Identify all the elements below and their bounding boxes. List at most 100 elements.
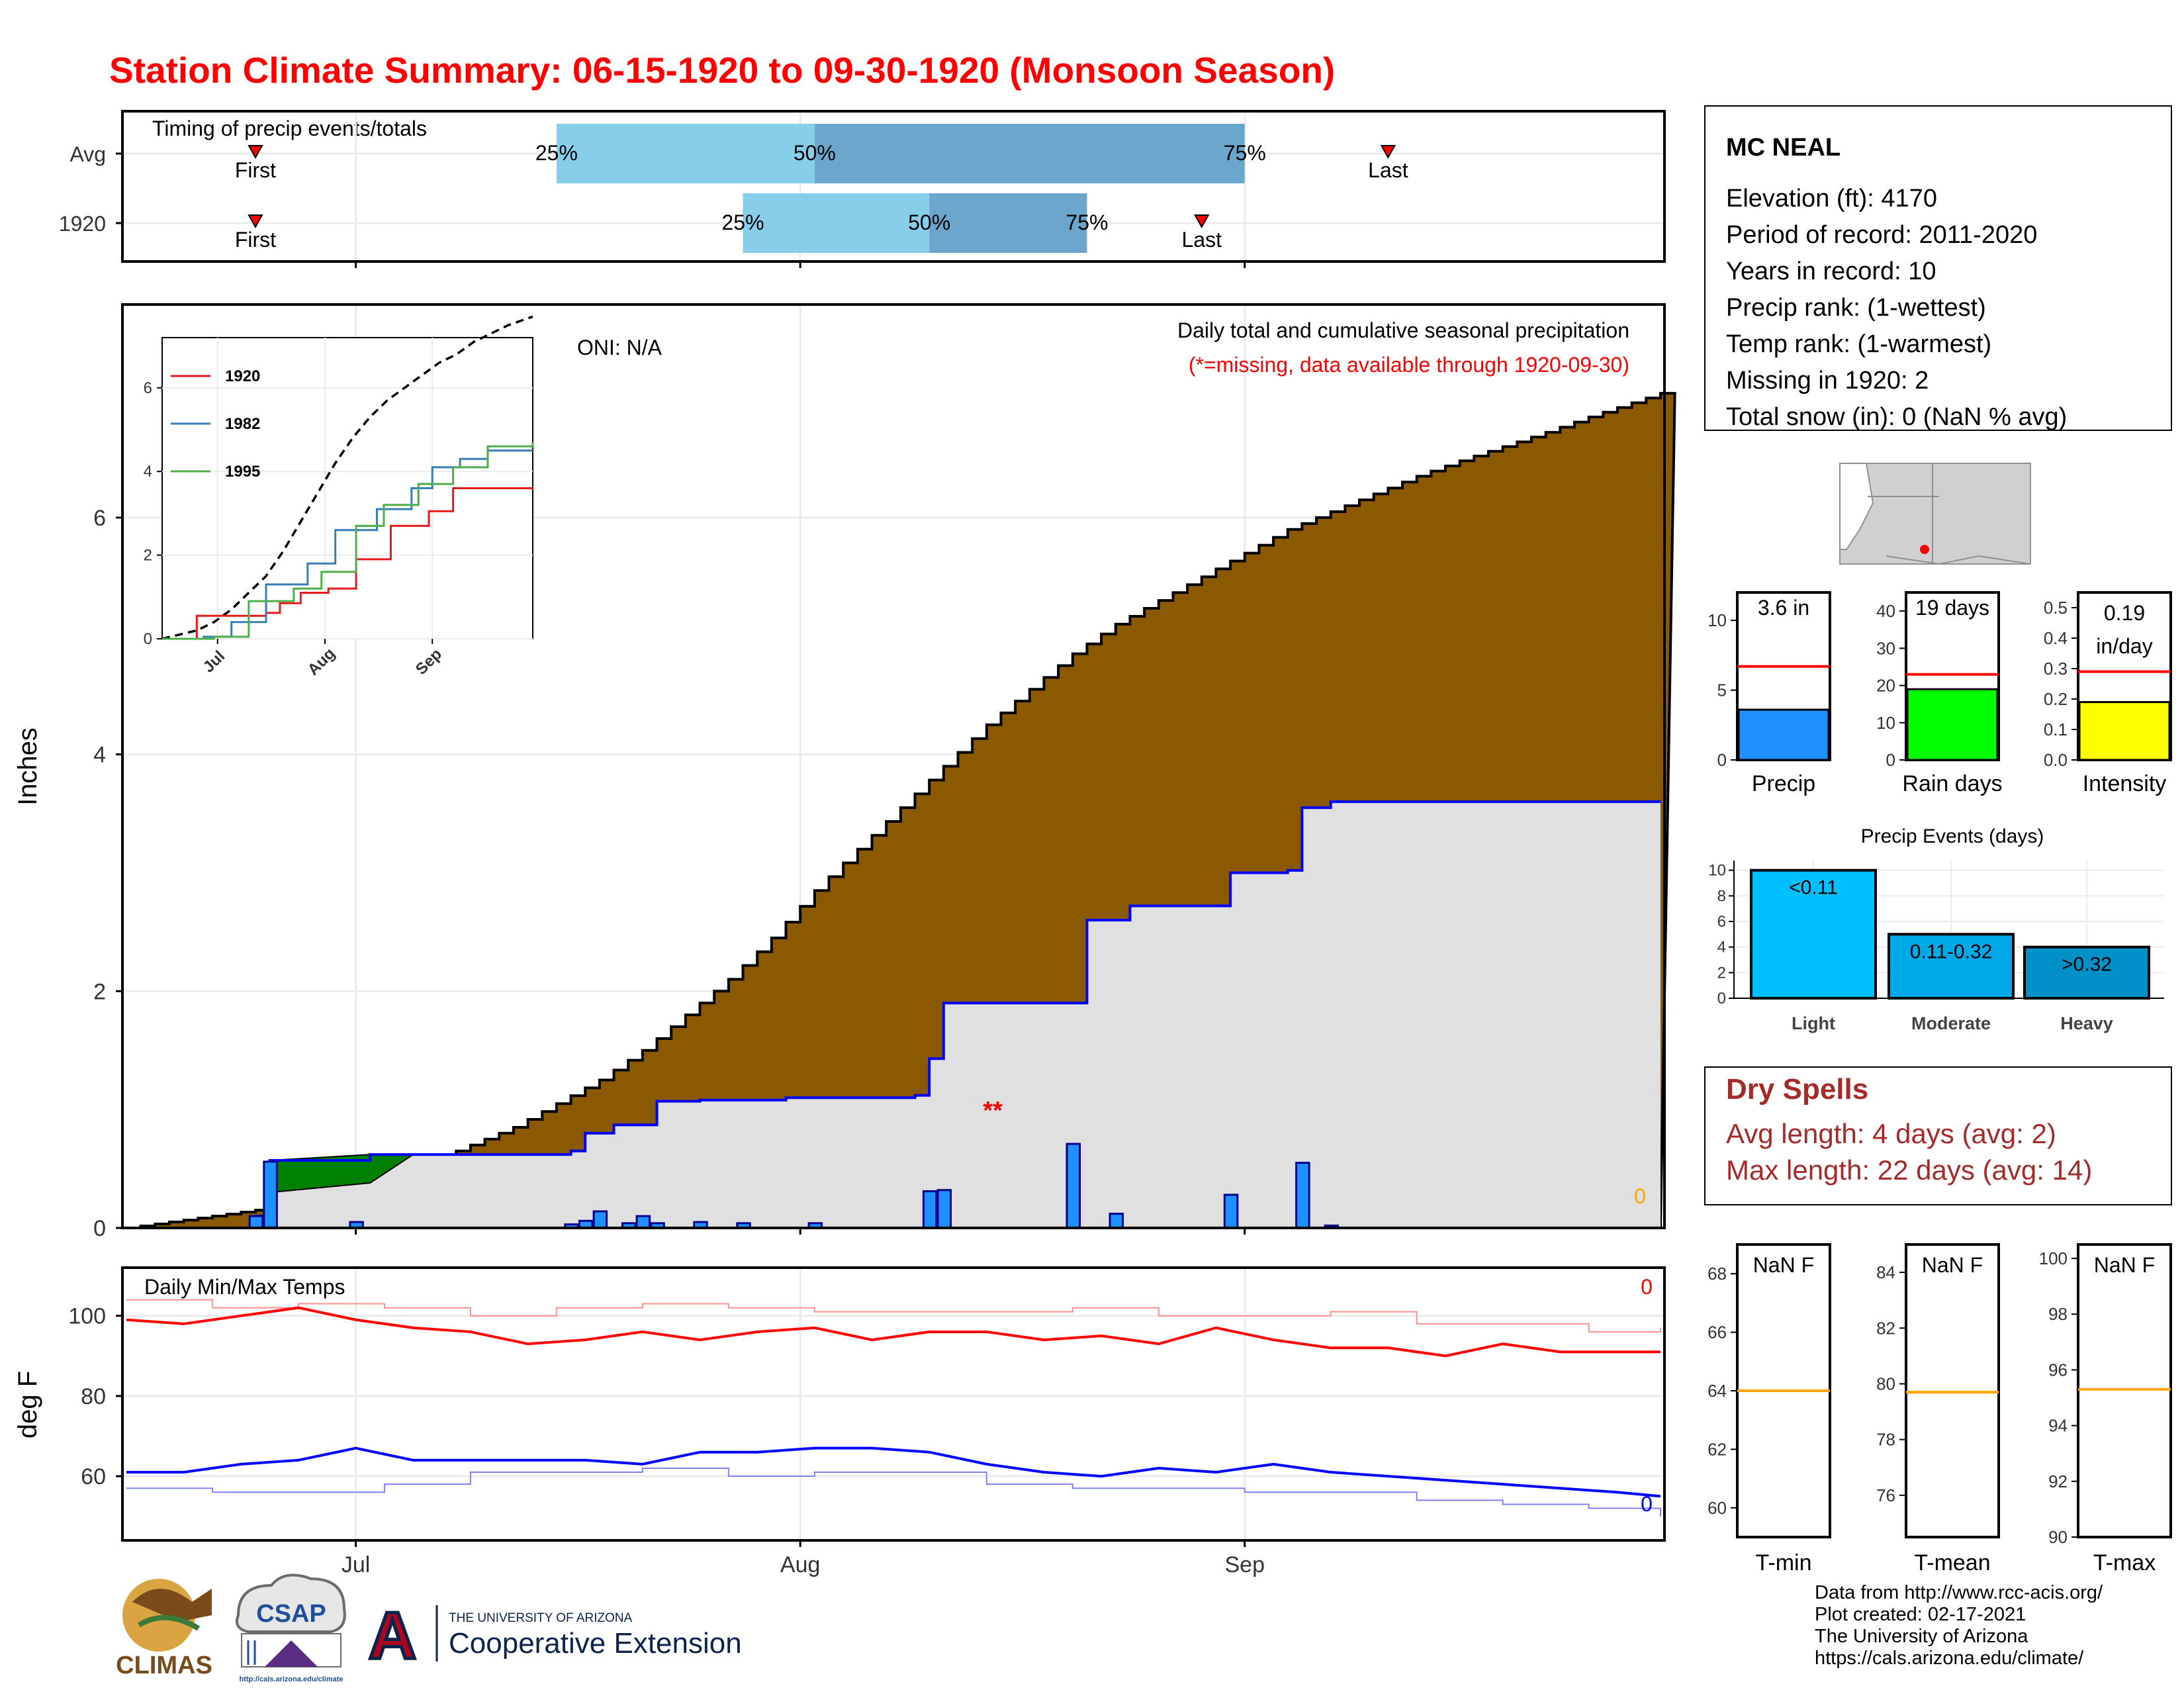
temp-summary-tick-label: 90 — [2048, 1527, 2068, 1547]
summary-bar-value: 0.19 — [2104, 601, 2145, 625]
summary-bar-tick-label: 5 — [1717, 680, 1727, 700]
station-info-line: Total snow (in): 0 (NaN % avg) — [1726, 403, 2067, 431]
summary-bar-tick-label: 0 — [1717, 750, 1727, 770]
temp-summary-tick-label: 98 — [2048, 1304, 2068, 1324]
timing-row-label: Avg — [69, 142, 106, 166]
dry-spells-max: Max length: 22 days (avg: 14) — [1726, 1154, 2092, 1186]
summary-bar-tick-label: 40 — [1876, 601, 1895, 621]
summary-bar-tick-label: 0.3 — [2044, 659, 2068, 679]
station-info-line: Elevation (ft): 4170 — [1726, 185, 1937, 212]
events-y-tick-label: 8 — [1717, 887, 1726, 905]
climas-logo[interactable]: CLIMAS — [116, 1579, 212, 1679]
summary-bar-tick-label: 0.4 — [2044, 628, 2068, 648]
events-category-label: Heavy — [2060, 1013, 2113, 1033]
summary-bar-label: Intensity — [2083, 771, 2167, 796]
ua-block-a-icon: A — [369, 1599, 416, 1673]
inset-legend-label: 1995 — [225, 463, 260, 481]
cumulative-1920-area — [126, 802, 1661, 1228]
timing-first-label: First — [235, 228, 276, 252]
temp-summary-value: NaN F — [2094, 1253, 2155, 1277]
events-y-tick-label: 0 — [1717, 990, 1726, 1008]
station-info-line: Missing in 1920: 2 — [1726, 367, 1929, 395]
timing-first-marker — [248, 214, 263, 229]
csap-logo[interactable]: CSAP http://cals.arizona.edu/climate — [235, 1573, 346, 1683]
timing-first-marker — [248, 145, 263, 160]
timing-q50-q75-bar — [929, 193, 1087, 253]
inset-y-tick-label: 2 — [144, 547, 152, 565]
timing-last-marker — [1194, 214, 1210, 229]
summary-bar-label: Rain days — [1902, 771, 2002, 796]
tmax-1920-line — [126, 1306, 1661, 1358]
daily-precip-bar — [1109, 1213, 1124, 1229]
logos: CLIMAS CSAP http://cals.arizona.edu/clim… — [116, 1573, 742, 1683]
events-y-tick-label: 4 — [1717, 939, 1726, 957]
temp-summary-tick-label: 76 — [1876, 1485, 1895, 1505]
inset-avg-line — [161, 315, 533, 640]
missing-note: (*=missing, data available through 1920-… — [1189, 353, 1629, 377]
daily-precip-bar — [1223, 1194, 1239, 1229]
inset-y-tick-label: 4 — [144, 463, 152, 481]
tmin-1920-line — [126, 1446, 1661, 1498]
summary-bar-tick-label: 20 — [1876, 676, 1895, 696]
summary-bar-tick-label: 0.2 — [2044, 689, 2068, 709]
daily-precip-bar — [592, 1210, 608, 1229]
precip-y-axis-label: Inches — [13, 727, 42, 806]
month-axis: Jul Aug Sep — [341, 261, 1265, 1577]
daily-precip-bar — [635, 1215, 651, 1229]
events-bar-label: 0.11-0.32 — [1910, 941, 1993, 962]
precip-y-tick-label: 0 — [93, 1216, 106, 1241]
temps-y-tick-label: 80 — [81, 1384, 106, 1409]
events-bar-label: <0.11 — [1789, 877, 1838, 899]
ua-large-text: Cooperative Extension — [449, 1627, 742, 1660]
station-info-line: Precip rank: (1-wettest) — [1726, 294, 1986, 322]
summary-bar-tick-label: 0.1 — [2044, 720, 2068, 739]
summary-bar-value: in/day — [2096, 634, 2152, 658]
temp-summary-tick-label: 78 — [1876, 1430, 1895, 1450]
inset-legend-label: 1920 — [225, 367, 260, 385]
precip-y-tick-label: 2 — [93, 979, 106, 1004]
inset-y-tick-label: 0 — [144, 630, 152, 648]
temp-summary-tick-label: 100 — [2039, 1248, 2068, 1268]
timing-panel: Timing of precip events/totals Avg 25% 50%… — [59, 110, 1666, 263]
dry-spells-avg: Avg length: 4 days (avg: 2) — [1726, 1118, 2056, 1149]
tmin-missing-count: 0 — [1641, 1492, 1653, 1516]
cumulative-1920-line — [126, 800, 1661, 1229]
university-of-arizona-logo[interactable]: A THE UNIVERSITY OF ARIZONA Cooperative … — [363, 1597, 742, 1675]
temp-summary-tick-label: 94 — [2048, 1416, 2068, 1436]
station-location-marker — [1920, 545, 1929, 554]
temp-summary-tick-label: 80 — [1876, 1374, 1895, 1393]
summary-bar-tick-label: 10 — [1707, 610, 1727, 630]
month-tick-label: Aug — [780, 1552, 821, 1577]
summary-bar-value: 3.6 in — [1758, 596, 1809, 620]
summary-bar-tick-label: 0.5 — [2044, 598, 2068, 618]
timing-q50-label: 50% — [794, 141, 836, 165]
timing-q75-label: 75% — [1224, 141, 1266, 165]
summary-bar-label: Precip — [1752, 771, 1815, 796]
station-info-line: Temp rank: (1-warmest) — [1726, 330, 1991, 358]
dry-spells-title: Dry Spells — [1726, 1073, 1868, 1105]
temps-y-tick-label: 60 — [81, 1464, 106, 1489]
timing-q75-label: 75% — [1066, 211, 1108, 234]
timing-last-label: Last — [1182, 228, 1222, 252]
temp-summary-label: T-min — [1756, 1550, 1812, 1575]
inset-legend-label: 1982 — [225, 415, 260, 433]
temp-summary-tick-label: 68 — [1707, 1264, 1727, 1284]
events-y-tick-label: 10 — [1708, 862, 1726, 880]
locator-map — [1839, 463, 2031, 565]
timing-q25-label: 25% — [535, 141, 578, 165]
oni-label: ONI: N/A — [577, 336, 662, 359]
timing-q25-q50-bar — [743, 193, 930, 253]
footer-credits: Data from http://www.rcc-acis.org/ Plot … — [1815, 1582, 2103, 1669]
temp-summary-tick-label: 96 — [2048, 1360, 2068, 1380]
timing-q25-label: 25% — [722, 211, 764, 234]
daily-precip-bar — [248, 1215, 264, 1229]
events-bar — [2023, 945, 2150, 1000]
dry-spells-box: Dry Spells Avg length: 4 days (avg: 2) M… — [1704, 1066, 2172, 1205]
temp-summary-label: T-max — [2093, 1550, 2156, 1575]
tmin-avg-line — [126, 1467, 1661, 1517]
summary-bar-fill — [1906, 688, 1999, 761]
month-tick-label: Sep — [1225, 1552, 1265, 1577]
inset-series-line — [162, 442, 534, 640]
csap-url-text: http://cals.arizona.edu/climate — [239, 1675, 343, 1683]
